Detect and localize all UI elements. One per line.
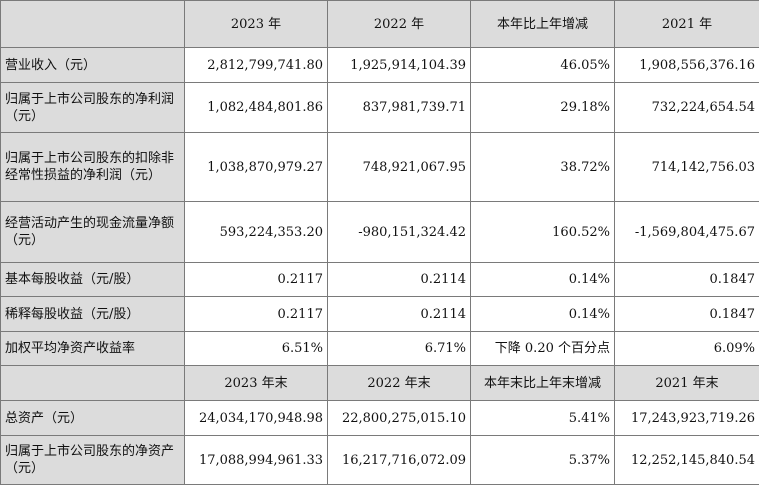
cell-value: 5.41%: [470, 400, 615, 436]
row-label-net-profit-excl-nonrecurring: 归属于上市公司股东的扣除非经常性损益的净利润（元）: [0, 132, 185, 202]
cell-value: 29.18%: [470, 82, 615, 133]
cell-value: 0.2117: [184, 262, 328, 297]
cell-value: 5.37%: [470, 435, 615, 485]
cell-value: 22,800,275,015.10: [327, 400, 471, 436]
row-label-diluted-eps: 稀释每股收益（元/股）: [0, 296, 185, 332]
cell-value: -980,151,324.42: [327, 201, 471, 263]
cell-value: 0.2114: [327, 296, 471, 332]
cell-value: 6.09%: [614, 331, 759, 366]
cell-value: 1,082,484,801.86: [184, 82, 328, 133]
cell-value: 24,034,170,948.98: [184, 400, 328, 436]
cell-value: 0.2117: [184, 296, 328, 332]
cell-value: -1,569,804,475.67: [614, 201, 759, 263]
row-label-net-profit: 归属于上市公司股东的净利润（元）: [0, 82, 185, 133]
row-label-revenue: 营业收入（元）: [0, 47, 185, 83]
cell-value: 0.1847: [614, 296, 759, 332]
header-corner-cell: [0, 0, 185, 48]
row-label-weighted-roe: 加权平均净资产收益率: [0, 331, 185, 366]
cell-value: 732,224,654.54: [614, 82, 759, 133]
header-cell-end-2021: 2021 年末: [614, 365, 759, 401]
cell-value: 2,812,799,741.80: [184, 47, 328, 83]
cell-value: 1,908,556,376.16: [614, 47, 759, 83]
cell-value: 46.05%: [470, 47, 615, 83]
table-header-row: 2023 年 2022 年 本年比上年增减 2021 年: [0, 0, 759, 48]
row-label-operating-cash-flow: 经营活动产生的现金流量净额（元）: [0, 201, 185, 263]
cell-value: 160.52%: [470, 201, 615, 263]
cell-value: 0.2114: [327, 262, 471, 297]
cell-value: 6.71%: [327, 331, 471, 366]
header-cell-2021: 2021 年: [614, 0, 759, 48]
cell-value: 0.14%: [470, 262, 615, 297]
cell-value: 下降 0.20 个百分点: [470, 331, 615, 366]
table-header-row: 2023 年末 2022 年末 本年末比上年末增减 2021 年末: [0, 365, 759, 401]
cell-value: 714,142,756.03: [614, 132, 759, 202]
cell-value: 837,981,739.71: [327, 82, 471, 133]
table-row: 营业收入（元） 2,812,799,741.80 1,925,914,104.3…: [0, 47, 759, 83]
header-cell-2023: 2023 年: [184, 0, 328, 48]
header-cell-end-2022: 2022 年末: [327, 365, 471, 401]
cell-value: 0.1847: [614, 262, 759, 297]
row-label-total-assets: 总资产（元）: [0, 400, 185, 436]
header-corner-cell: [0, 365, 185, 401]
cell-value: 16,217,716,072.09: [327, 435, 471, 485]
cell-value: 1,038,870,979.27: [184, 132, 328, 202]
header-cell-2022: 2022 年: [327, 0, 471, 48]
cell-value: 17,088,994,961.33: [184, 435, 328, 485]
table-row: 加权平均净资产收益率 6.51% 6.71% 下降 0.20 个百分点 6.09…: [0, 331, 759, 366]
table-row: 稀释每股收益（元/股） 0.2117 0.2114 0.14% 0.1847: [0, 296, 759, 332]
cell-value: 17,243,923,719.26: [614, 400, 759, 436]
table-row: 基本每股收益（元/股） 0.2117 0.2114 0.14% 0.1847: [0, 262, 759, 297]
cell-value: 12,252,145,840.54: [614, 435, 759, 485]
cell-value: 38.72%: [470, 132, 615, 202]
table-row: 经营活动产生的现金流量净额（元） 593,224,353.20 -980,151…: [0, 201, 759, 263]
cell-value: 0.14%: [470, 296, 615, 332]
header-cell-yoy-change-end: 本年末比上年末增减: [470, 365, 615, 401]
table-row: 总资产（元） 24,034,170,948.98 22,800,275,015.…: [0, 400, 759, 436]
table-row: 归属于上市公司股东的净资产（元） 17,088,994,961.33 16,21…: [0, 435, 759, 485]
table-row: 归属于上市公司股东的净利润（元） 1,082,484,801.86 837,98…: [0, 82, 759, 133]
header-cell-yoy-change: 本年比上年增减: [470, 0, 615, 48]
table-row: 归属于上市公司股东的扣除非经常性损益的净利润（元） 1,038,870,979.…: [0, 132, 759, 202]
header-cell-end-2023: 2023 年末: [184, 365, 328, 401]
financial-summary-table: 2023 年 2022 年 本年比上年增减 2021 年 营业收入（元） 2,8…: [0, 0, 759, 485]
cell-value: 1,925,914,104.39: [327, 47, 471, 83]
cell-value: 593,224,353.20: [184, 201, 328, 263]
row-label-basic-eps: 基本每股收益（元/股）: [0, 262, 185, 297]
cell-value: 6.51%: [184, 331, 328, 366]
row-label-net-assets: 归属于上市公司股东的净资产（元）: [0, 435, 185, 485]
cell-value: 748,921,067.95: [327, 132, 471, 202]
